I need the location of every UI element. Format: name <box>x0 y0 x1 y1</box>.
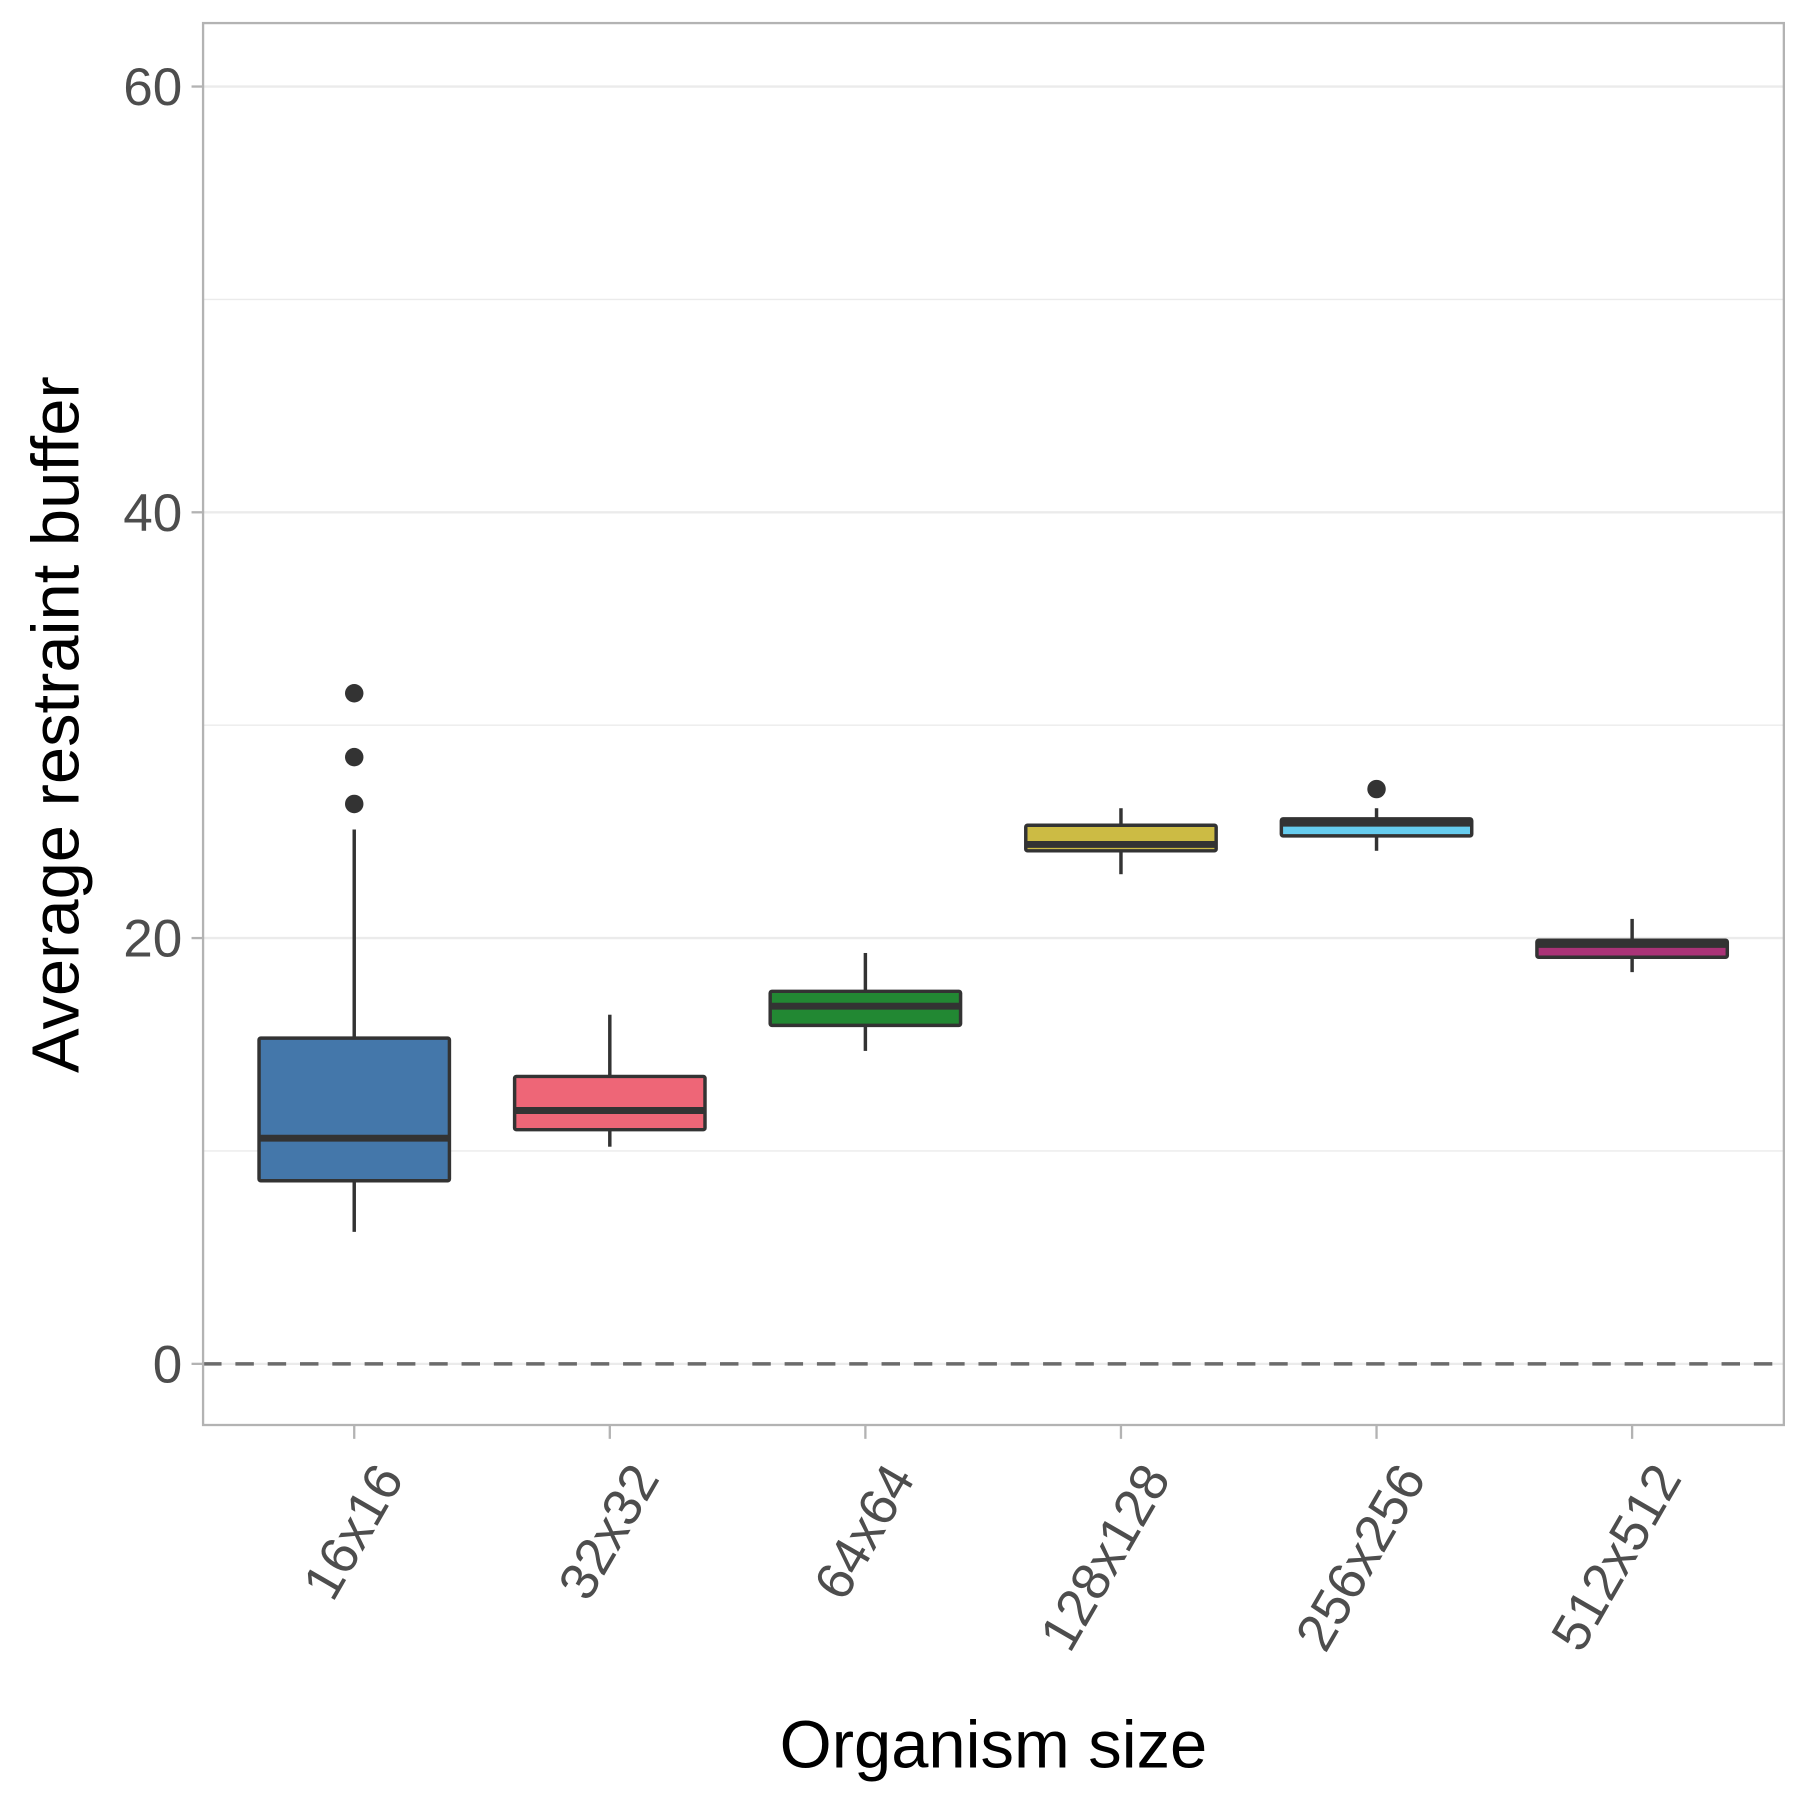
x-tick-label: 16x16 <box>292 1455 415 1610</box>
box-64x64 <box>768 952 963 1051</box>
outlier-point <box>345 684 364 703</box>
y-tick-label: 40 <box>123 484 182 543</box>
box-512x512 <box>1535 918 1730 973</box>
y-axis: 0 20 40 60 <box>123 58 204 1394</box>
x-tick-label: 64x64 <box>803 1455 926 1610</box>
box-32x32 <box>512 1014 707 1147</box>
box-128x128 <box>1024 808 1218 875</box>
box-256x256 <box>1279 779 1474 851</box>
outlier-point <box>1367 779 1386 799</box>
plot-panel-border <box>201 21 1785 1427</box>
box-iqr <box>512 1074 707 1132</box>
box-iqr <box>257 1036 452 1183</box>
gridlines <box>203 23 1784 1426</box>
outlier-point <box>345 747 364 767</box>
outlier-point <box>345 794 364 814</box>
boxes <box>257 684 1730 1232</box>
y-axis-title: Average restraint buffer <box>18 376 93 1073</box>
x-tick-label: 512x512 <box>1540 1455 1693 1661</box>
y-tick-label: 20 <box>123 910 182 969</box>
plot-background <box>203 23 1784 1426</box>
x-tick-label: 256x256 <box>1285 1455 1438 1661</box>
x-tick-label: 128x128 <box>1029 1455 1182 1661</box>
x-axis: 16x16 32x32 64x64 128x128 256x256 512x512 <box>292 1424 1693 1661</box>
y-tick-label: 60 <box>123 58 182 117</box>
y-tick-label: 0 <box>153 1335 183 1394</box>
box-16x16 <box>257 684 452 1232</box>
x-tick-label: 32x32 <box>547 1455 670 1610</box>
x-axis-title: Organism size <box>780 1708 1208 1783</box>
